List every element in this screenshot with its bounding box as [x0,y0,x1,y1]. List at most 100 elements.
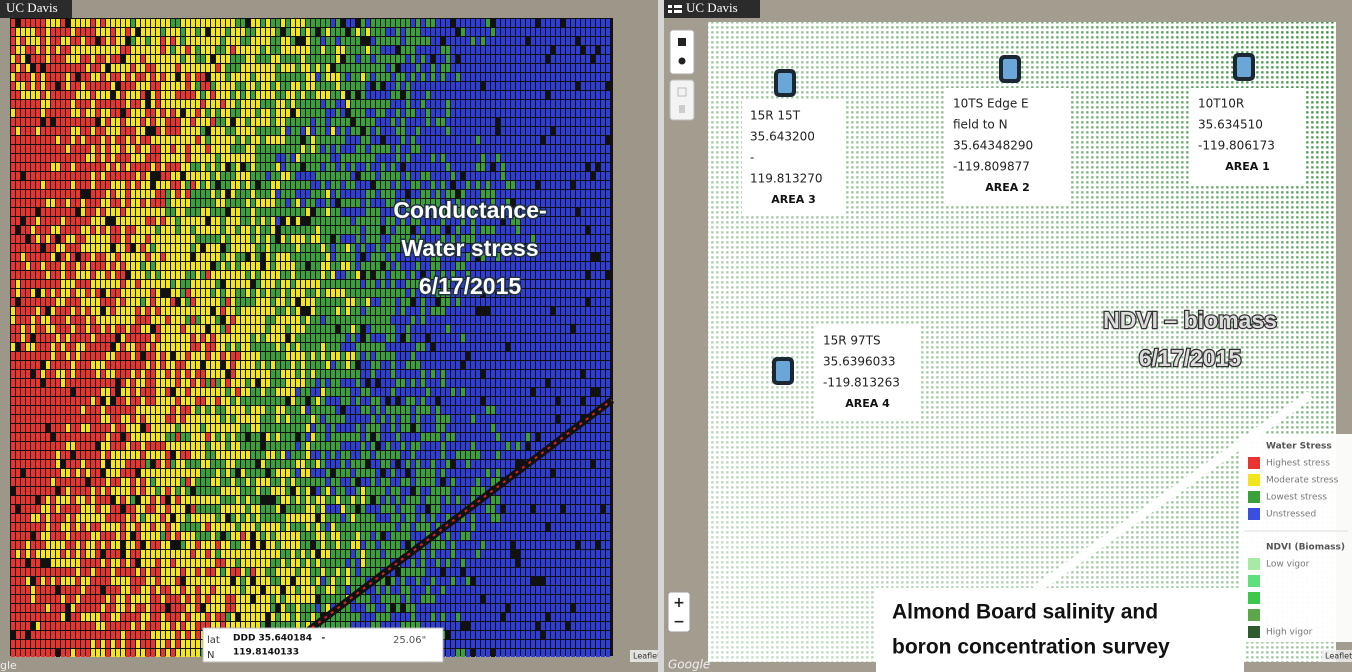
field-cell [281,118,285,126]
field-cell [46,586,50,594]
field-cell [46,46,50,54]
field-cell [106,280,110,288]
field-cell [156,406,160,414]
field-cell [266,388,270,396]
field-cell [236,208,240,216]
field-cell [331,577,335,585]
field-cell [86,64,90,72]
field-cell [86,280,90,288]
field-cell [31,118,35,126]
field-cell [311,352,315,360]
field-cell [36,199,40,207]
field-cell [246,532,250,540]
field-cell [211,505,215,513]
field-cell [166,622,170,630]
field-cell [246,415,250,423]
field-cell [131,46,135,54]
field-cell [71,433,75,441]
field-cell [156,262,160,270]
field-cell [106,496,110,504]
field-cell [166,379,170,387]
field-cell [51,496,55,504]
field-cell [156,649,160,657]
field-cell [191,127,195,135]
field-cell [241,19,245,27]
field-cell [141,613,145,621]
field-cell [41,226,45,234]
field-cell [221,433,225,441]
field-cell [271,541,275,549]
field-cell [46,424,50,432]
field-cell [256,595,260,603]
field-cell [216,424,220,432]
field-cell [311,523,315,531]
field-cell [186,649,190,657]
field-cell [151,109,155,117]
field-cell [56,379,60,387]
field-cell [211,307,215,315]
field-cell [316,388,320,396]
field-cell [141,325,145,333]
field-cell [66,28,70,36]
field-cell [66,577,70,585]
field-cell [196,163,200,171]
field-cell [286,64,290,72]
field-cell [331,208,335,216]
field-cell [191,109,195,117]
field-cell [136,586,140,594]
field-cell [256,19,260,27]
field-cell [21,64,25,72]
field-cell [51,118,55,126]
field-cell [331,46,335,54]
field-cell [176,190,180,198]
field-cell [101,379,105,387]
field-cell [296,325,300,333]
field-cell [156,208,160,216]
field-cell [56,145,60,153]
field-cell [141,559,145,567]
field-cell [321,298,325,306]
field-cell [351,55,355,63]
field-cell [106,361,110,369]
field-cell [356,91,360,99]
field-cell [121,541,125,549]
field-cell [26,199,30,207]
field-cell [201,478,205,486]
field-cell [336,316,340,324]
field-cell [171,145,175,153]
field-cell [356,190,360,198]
field-cell [301,307,305,315]
field-cell [136,469,140,477]
field-cell [46,370,50,378]
field-cell [101,604,105,612]
field-cell [211,451,215,459]
field-cell [206,307,210,315]
field-cell [46,262,50,270]
field-cell [356,397,360,405]
field-cell [331,370,335,378]
field-cell [181,91,185,99]
field-cell [56,397,60,405]
field-cell [256,577,260,585]
field-cell [256,334,260,342]
field-cell [291,154,295,162]
field-cell [251,298,255,306]
field-cell [321,370,325,378]
field-cell [231,316,235,324]
field-cell [56,298,60,306]
field-cell [331,163,335,171]
field-cell [156,100,160,108]
field-cell [346,469,350,477]
field-cell [171,244,175,252]
field-cell [126,424,130,432]
field-cell [46,649,50,657]
field-cell [101,433,105,441]
field-cell [286,118,290,126]
field-cell [11,307,15,315]
field-cell [141,28,145,36]
field-cell [176,577,180,585]
field-cell [321,460,325,468]
field-cell [351,325,355,333]
field-cell [336,100,340,108]
field-cell [306,334,310,342]
